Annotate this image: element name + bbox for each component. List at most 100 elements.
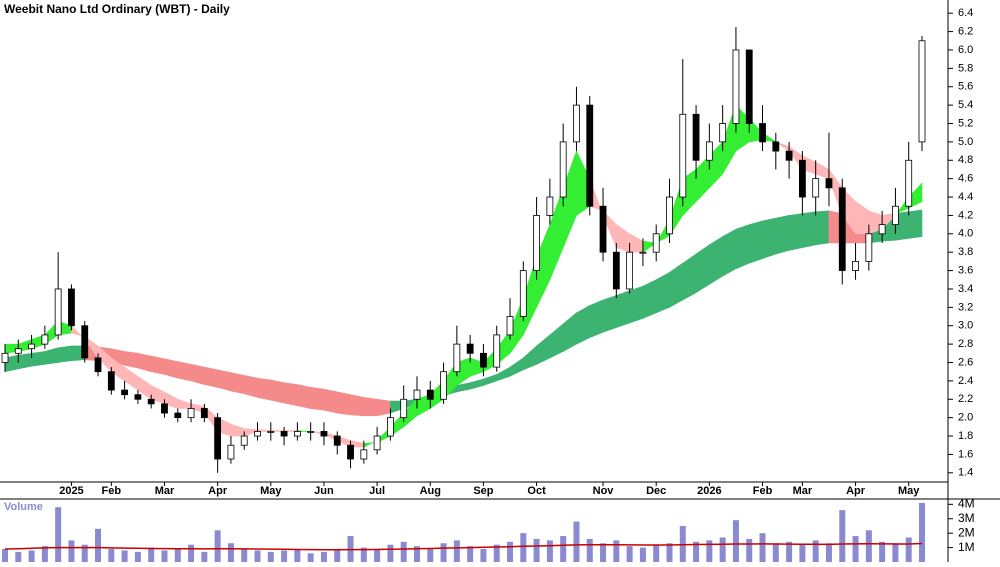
- volume-bar: [400, 541, 407, 562]
- volume-label: Volume: [4, 501, 43, 513]
- y-tick-label: 1.8: [958, 430, 973, 442]
- candle-body: [200, 408, 208, 419]
- band-segment: [310, 386, 325, 411]
- band-segment: [908, 209, 923, 239]
- x-tick-label: 2026: [697, 485, 721, 497]
- volume-average: [4, 542, 923, 551]
- volume-bar: [134, 551, 141, 562]
- y-tick-label: 3.2: [958, 301, 973, 313]
- candle-body: [426, 389, 434, 400]
- volume-bar: [294, 549, 301, 562]
- y-tick-label: 2.0: [958, 412, 973, 424]
- candle-body: [107, 371, 115, 391]
- candle-body: [413, 389, 421, 400]
- volume-bar: [81, 544, 88, 562]
- candle-body: [838, 187, 846, 271]
- candle-body: [14, 348, 22, 354]
- candle-body: [892, 205, 899, 226]
- band-segment: [336, 391, 351, 416]
- band-segment: [376, 398, 391, 417]
- candle-body: [440, 371, 447, 400]
- y-tick-label: 6.4: [958, 7, 973, 19]
- y-tick-label: 2.4: [958, 375, 973, 387]
- band-segment: [735, 224, 750, 270]
- volume-bar: [706, 540, 713, 562]
- band-segment: [762, 217, 777, 260]
- x-tick-label: Jun: [314, 485, 334, 497]
- volume-bar: [639, 547, 646, 562]
- band-segment: [802, 211, 816, 248]
- x-tick-label: Apr: [208, 485, 228, 497]
- candle-body: [360, 449, 368, 460]
- volume-bar: [453, 540, 460, 562]
- candle-body: [493, 334, 501, 368]
- y-tick-label: 4.0: [958, 228, 973, 240]
- candle-body: [94, 357, 102, 373]
- band-segment: [629, 285, 644, 324]
- candle-body: [347, 444, 354, 460]
- candle-body: [387, 417, 394, 437]
- y-tick-label: 5.4: [958, 99, 973, 111]
- band-segment: [124, 351, 139, 369]
- band-segment: [748, 220, 763, 264]
- candle-body: [267, 431, 275, 433]
- volume-bar: [174, 549, 181, 562]
- x-tick-label: Aug: [420, 485, 441, 497]
- volume-bar: [865, 530, 872, 562]
- x-tick-label: 2025: [59, 485, 83, 497]
- candle-body: [293, 431, 301, 437]
- volume-bar: [919, 502, 925, 562]
- volume-bar: [254, 550, 261, 562]
- volume-bar: [440, 543, 447, 562]
- candle-body: [1, 352, 9, 363]
- candle-body: [81, 325, 89, 359]
- candle-body: [865, 233, 873, 262]
- candle-body: [506, 316, 514, 336]
- volume-bar: [879, 541, 886, 562]
- candle-body: [745, 49, 753, 124]
- y-tick-label: 2.8: [958, 338, 973, 350]
- candle-body: [692, 113, 700, 161]
- band-segment: [642, 279, 657, 319]
- volume-bar: [148, 547, 155, 562]
- candle-body: [559, 141, 567, 198]
- volume-bar: [546, 540, 553, 562]
- candle-body: [214, 417, 222, 460]
- y-tick-label: 3.6: [958, 264, 973, 276]
- band-segment: [190, 363, 205, 385]
- band-segment: [57, 345, 72, 363]
- candle-body: [320, 431, 328, 437]
- x-tick-label: Mar: [155, 485, 175, 497]
- chart-title: Weebit Nano Ltd Ordinary (WBT) - Daily: [4, 2, 230, 16]
- candle-body: [400, 398, 408, 419]
- volume-bar: [533, 538, 540, 562]
- candle-body: [612, 251, 620, 290]
- candle-body: [453, 343, 461, 373]
- band-segment: [31, 351, 46, 367]
- volume-bar: [227, 543, 234, 562]
- y-tick-label: 4.2: [958, 209, 973, 221]
- band-segment: [150, 355, 165, 375]
- volume-bar: [95, 528, 102, 562]
- y-tick-label: 3.4: [958, 283, 973, 295]
- y-tick-label: 2.6: [958, 356, 973, 368]
- y-tick-label: 4.4: [958, 191, 973, 203]
- band-segment: [323, 388, 338, 414]
- y-tick-label: 5.6: [958, 81, 973, 93]
- volume-bar: [161, 550, 168, 562]
- candle-body: [812, 178, 820, 198]
- band-segment: [722, 228, 737, 277]
- volume-bar: [507, 541, 514, 562]
- band-segment: [243, 375, 258, 398]
- candle-body: [639, 251, 647, 254]
- band-segment: [589, 299, 604, 339]
- volume-bar: [905, 537, 912, 562]
- candle-body: [878, 224, 886, 235]
- band-segment: [17, 352, 32, 370]
- x-tick-label: May: [260, 485, 282, 497]
- volume-bar: [55, 507, 62, 562]
- x-tick-label: Jul: [369, 485, 385, 497]
- y-tick-label: 5.8: [958, 62, 973, 74]
- volume-bar: [560, 536, 567, 562]
